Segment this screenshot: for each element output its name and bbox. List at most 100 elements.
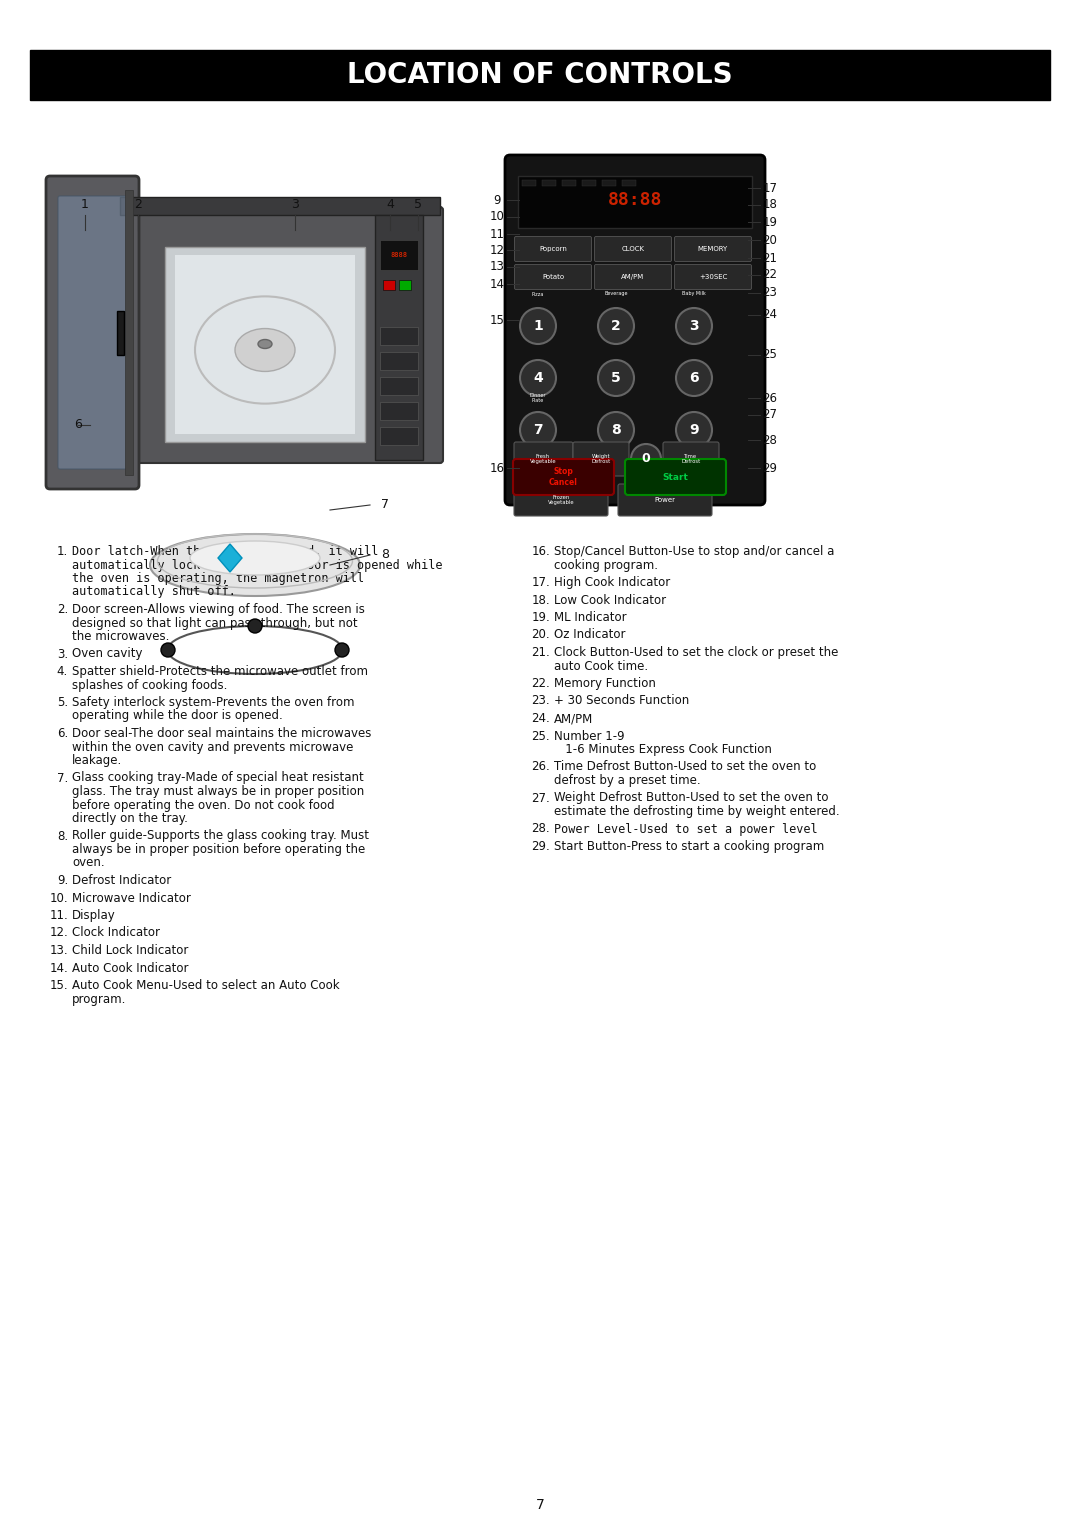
Text: Start: Start	[662, 472, 688, 481]
Text: Potato: Potato	[542, 274, 564, 281]
Circle shape	[598, 412, 634, 448]
Ellipse shape	[190, 541, 320, 575]
Text: Time Defrost Button-Used to set the oven to: Time Defrost Button-Used to set the oven…	[554, 760, 816, 774]
Text: Defrost Indicator: Defrost Indicator	[72, 874, 172, 888]
Text: 20: 20	[762, 233, 778, 247]
Text: LOCATION OF CONTROLS: LOCATION OF CONTROLS	[347, 61, 733, 89]
Text: 3: 3	[292, 198, 299, 212]
Text: estimate the defrosting time by weight entered.: estimate the defrosting time by weight e…	[554, 805, 839, 819]
Text: 14.: 14.	[50, 961, 68, 975]
Text: 19.: 19.	[531, 612, 550, 624]
Bar	[125, 190, 133, 475]
Text: 13: 13	[489, 261, 504, 273]
Text: 8888: 8888	[391, 251, 407, 258]
Text: oven.: oven.	[72, 857, 105, 869]
Text: 21.: 21.	[531, 645, 550, 659]
Text: 2.: 2.	[57, 602, 68, 616]
Text: 24: 24	[762, 308, 778, 322]
Text: Start Button-Press to start a cooking program: Start Button-Press to start a cooking pr…	[554, 840, 824, 852]
Text: 18.: 18.	[531, 593, 550, 607]
Text: Stop/Cancel Button-Use to stop and/or cancel a: Stop/Cancel Button-Use to stop and/or ca…	[554, 546, 835, 558]
Text: 6: 6	[689, 371, 699, 385]
Text: 1: 1	[81, 198, 89, 212]
Text: leakage.: leakage.	[72, 754, 122, 766]
Text: 12: 12	[489, 244, 504, 256]
Text: automatically lock shut. If the door is opened while: automatically lock shut. If the door is …	[72, 558, 443, 572]
Text: Roller guide-Supports the glass cooking tray. Must: Roller guide-Supports the glass cooking …	[72, 829, 369, 843]
Text: 22: 22	[762, 268, 778, 282]
Text: Time
Defrost: Time Defrost	[681, 454, 701, 464]
Text: 27.: 27.	[531, 791, 550, 805]
Text: 29.: 29.	[531, 840, 550, 852]
Text: 8.: 8.	[57, 829, 68, 843]
Text: Door seal-The door seal maintains the microwaves: Door seal-The door seal maintains the mi…	[72, 727, 372, 740]
Text: the microwaves.: the microwaves.	[72, 630, 170, 642]
Text: glass. The tray must always be in proper position: glass. The tray must always be in proper…	[72, 785, 364, 799]
Text: 16: 16	[489, 461, 504, 475]
Text: 23: 23	[762, 287, 778, 299]
Circle shape	[519, 360, 556, 396]
Circle shape	[631, 445, 661, 474]
FancyBboxPatch shape	[573, 442, 629, 477]
Text: 7: 7	[536, 1498, 544, 1512]
Bar	[602, 179, 616, 185]
Text: AM/PM: AM/PM	[621, 274, 645, 281]
Text: 11.: 11.	[50, 909, 68, 921]
FancyBboxPatch shape	[625, 458, 726, 495]
Text: 5.: 5.	[57, 696, 68, 708]
Text: Microwave Indicator: Microwave Indicator	[72, 892, 191, 904]
Text: 25: 25	[762, 348, 778, 362]
Text: 12.: 12.	[50, 926, 68, 940]
Text: Oz Indicator: Oz Indicator	[554, 629, 625, 641]
FancyBboxPatch shape	[513, 458, 615, 495]
Text: MEMORY: MEMORY	[698, 245, 728, 251]
Text: 3.: 3.	[57, 647, 68, 661]
Circle shape	[161, 642, 175, 658]
Text: 3: 3	[689, 319, 699, 333]
Text: designed so that light can pass through, but not: designed so that light can pass through,…	[72, 616, 357, 630]
Text: Auto Cook Indicator: Auto Cook Indicator	[72, 961, 189, 975]
FancyBboxPatch shape	[675, 236, 752, 262]
Text: directly on the tray.: directly on the tray.	[72, 812, 188, 825]
FancyBboxPatch shape	[675, 265, 752, 290]
Text: Number 1-9: Number 1-9	[554, 730, 624, 742]
Text: 11: 11	[489, 227, 504, 241]
FancyBboxPatch shape	[514, 442, 573, 477]
Text: 2: 2	[134, 198, 141, 212]
Text: 1-6 Minutes Express Cook Function: 1-6 Minutes Express Cook Function	[554, 744, 772, 756]
Text: Memory Function: Memory Function	[554, 678, 656, 690]
Text: 7: 7	[381, 498, 389, 512]
Text: 4: 4	[386, 198, 394, 212]
Text: Safety interlock system-Prevents the oven from: Safety interlock system-Prevents the ove…	[72, 696, 354, 708]
Text: 6.: 6.	[57, 727, 68, 740]
Bar	[542, 179, 556, 185]
Text: 6: 6	[75, 419, 82, 431]
Text: 23.: 23.	[531, 694, 550, 708]
Bar	[380, 327, 418, 345]
Text: Spatter shield-Protects the microwave outlet from: Spatter shield-Protects the microwave ou…	[72, 665, 368, 678]
Bar	[518, 176, 752, 228]
Text: program.: program.	[72, 992, 126, 1006]
Bar	[165, 247, 365, 442]
Bar	[383, 281, 395, 290]
Text: 28: 28	[762, 434, 778, 446]
Text: Oven cavity: Oven cavity	[72, 647, 143, 661]
Circle shape	[676, 412, 712, 448]
Text: 20.: 20.	[531, 629, 550, 641]
Text: operating while the door is opened.: operating while the door is opened.	[72, 710, 283, 722]
Text: 15: 15	[489, 314, 504, 327]
Polygon shape	[218, 544, 242, 572]
Text: Stop
Cancel: Stop Cancel	[549, 468, 578, 486]
Circle shape	[248, 619, 262, 633]
FancyBboxPatch shape	[594, 236, 672, 262]
Text: Door screen-Allows viewing of food. The screen is: Door screen-Allows viewing of food. The …	[72, 602, 365, 616]
Text: 14: 14	[489, 277, 504, 290]
Text: Display: Display	[72, 909, 116, 921]
Text: Auto Cook Menu-Used to select an Auto Cook: Auto Cook Menu-Used to select an Auto Co…	[72, 980, 339, 992]
Text: 5: 5	[611, 371, 621, 385]
FancyBboxPatch shape	[58, 196, 127, 469]
Bar	[399, 281, 411, 290]
Text: CLOCK: CLOCK	[621, 245, 645, 251]
Bar	[117, 311, 124, 356]
Bar	[522, 179, 536, 185]
